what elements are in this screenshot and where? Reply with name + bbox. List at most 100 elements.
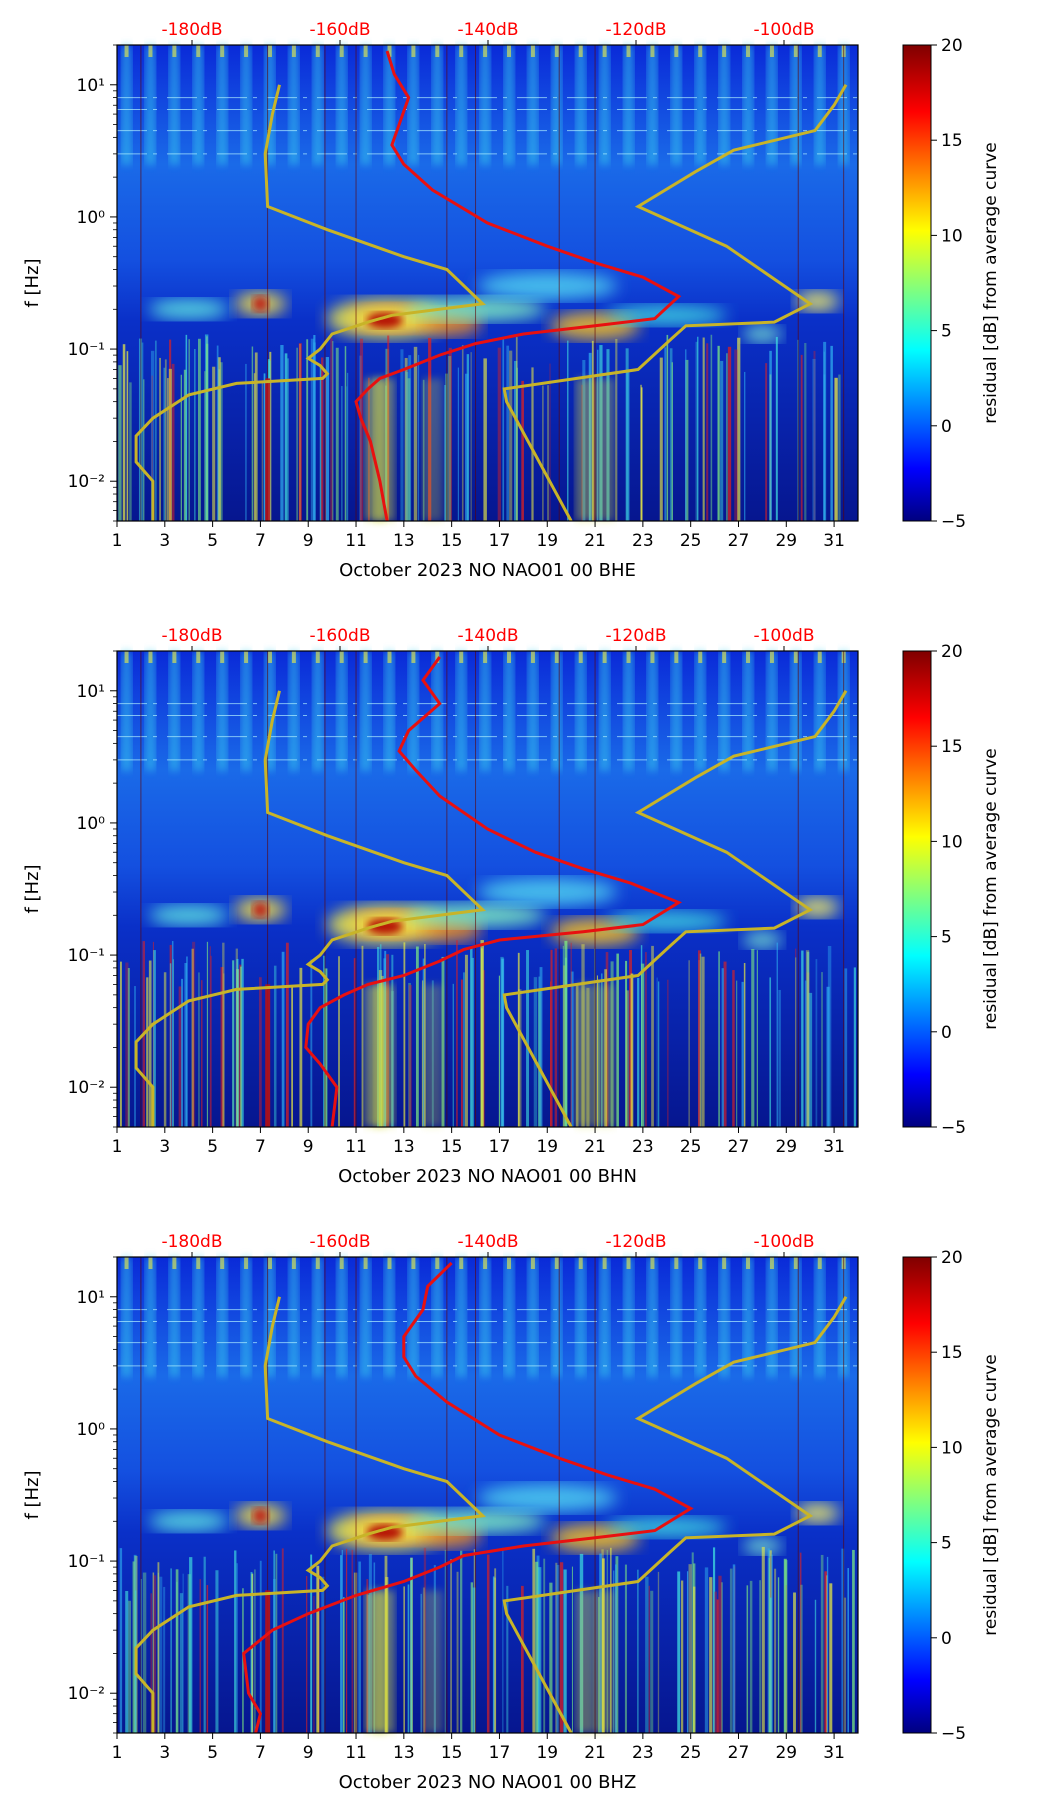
transient-streak — [258, 977, 262, 1127]
transient-streak — [345, 1548, 348, 1733]
transient-streak — [726, 353, 728, 521]
y-tick-label: 10¹ — [77, 76, 105, 96]
transient-streak — [236, 958, 239, 1127]
day-band — [743, 651, 754, 771]
day-band-top — [793, 1257, 798, 1269]
transient-streak — [313, 335, 316, 521]
day-band-top — [530, 45, 535, 57]
top-axis-ticks: -180dB -160dB -140dB -120dB -100dB — [161, 20, 815, 45]
day-band-top — [172, 1257, 177, 1269]
day-band — [217, 651, 228, 771]
day-band-top — [817, 651, 822, 663]
transient-streak — [183, 369, 187, 521]
day-band — [121, 1257, 132, 1377]
transient-streak — [127, 968, 130, 1127]
transient-streak — [163, 367, 166, 521]
x-tick-label: 13 — [393, 1743, 415, 1763]
transient-streak — [785, 1585, 787, 1733]
transient-streak — [853, 967, 856, 1127]
day-band — [766, 45, 777, 165]
transient-streak — [808, 992, 813, 1127]
transient-streak — [749, 1580, 753, 1733]
day-band-top — [674, 45, 679, 57]
transient-streak — [281, 951, 285, 1127]
x-tick-label: 19 — [536, 1137, 558, 1157]
transient-streak — [171, 941, 174, 1127]
x-tick-label: 11 — [345, 1743, 367, 1763]
transient-streak — [408, 984, 412, 1127]
top-tick-label: -180dB — [161, 20, 222, 40]
day-band-top — [530, 651, 535, 663]
day-band — [288, 651, 299, 771]
day-band-top — [220, 45, 225, 57]
transient-streak — [330, 338, 333, 521]
transient-streak — [514, 360, 518, 521]
transient-streak — [648, 1585, 650, 1733]
transient-streak — [517, 952, 520, 1127]
day-band — [504, 45, 515, 165]
transient-streak — [795, 957, 797, 1127]
x-tick-label: 9 — [303, 1137, 314, 1157]
transient-streak — [732, 1564, 736, 1733]
transient-streak — [170, 1568, 172, 1733]
day-band-top — [530, 1257, 535, 1269]
transient-streak — [537, 1567, 542, 1733]
transient-streak — [273, 1578, 276, 1733]
x-tick-label: 19 — [536, 531, 558, 551]
transient-streak — [806, 951, 810, 1127]
transient-streak — [697, 336, 699, 521]
transient-streak — [206, 1585, 209, 1733]
x-axis-ticks: 1 3 5 7 9 11 13 15 17 19 21 23 25 27 29 31 — [112, 1127, 845, 1157]
day-band — [647, 651, 658, 771]
transient-streak — [153, 1575, 157, 1733]
transient-streak — [285, 942, 289, 1127]
transient-streak — [768, 1558, 770, 1733]
transient-streak — [518, 989, 522, 1127]
x-tick-label: 23 — [632, 1137, 654, 1157]
transient-streak — [167, 378, 169, 521]
transient-streak — [405, 371, 409, 521]
x-tick-label: 3 — [159, 1137, 170, 1157]
day-band — [312, 1257, 323, 1377]
transient-streak — [559, 1562, 564, 1733]
day-band-top — [315, 651, 320, 663]
transient-streak — [767, 1548, 770, 1733]
psd-curve — [354, 50, 682, 522]
day-band — [312, 651, 323, 771]
colorbar-tick-label: 15 — [941, 737, 963, 757]
day-band — [599, 1257, 610, 1377]
transient-streak — [717, 345, 720, 521]
day-band — [360, 45, 371, 165]
day-band-top — [124, 1257, 129, 1269]
transient-streak — [171, 363, 175, 521]
day-band — [288, 1257, 299, 1377]
transient-streak — [669, 348, 673, 521]
day-band-top — [363, 651, 368, 663]
transient-streak — [741, 981, 744, 1127]
transient-streak — [159, 1576, 163, 1733]
transient-streak — [800, 354, 803, 521]
colorbar-tick-label: 15 — [941, 1343, 963, 1363]
transient-streak — [776, 942, 778, 1127]
transient-streak — [447, 356, 452, 521]
day-band — [288, 45, 299, 165]
transient-streak — [351, 1549, 354, 1733]
transient-streak — [125, 962, 129, 1127]
transient-streak — [759, 1580, 761, 1733]
colorbar-tick-label: 0 — [941, 417, 952, 437]
day-band-top — [578, 45, 583, 57]
transient-streak — [847, 1568, 850, 1733]
transient-streak — [203, 1556, 206, 1733]
warm-column — [575, 378, 596, 521]
day-band — [623, 45, 634, 165]
x-tick-label: 27 — [728, 1743, 750, 1763]
transient-streak — [554, 948, 558, 1127]
transient-streak — [743, 963, 746, 1127]
day-band-top — [722, 1257, 727, 1269]
warm-column — [422, 378, 443, 521]
top-tick-label: -120dB — [605, 626, 666, 646]
transient-streak — [450, 1559, 452, 1733]
transient-streak — [142, 379, 145, 521]
colorbar-label: residual [dB] from average curve — [981, 1354, 1001, 1635]
psd-curve — [242, 1261, 694, 1734]
